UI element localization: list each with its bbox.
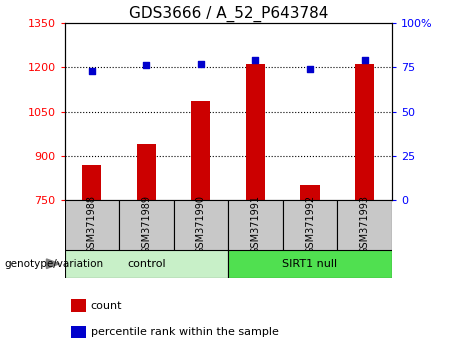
Bar <box>283 200 337 250</box>
Bar <box>191 101 211 200</box>
Text: GSM371992: GSM371992 <box>305 195 315 255</box>
Text: genotype/variation: genotype/variation <box>5 259 104 269</box>
Bar <box>174 200 228 250</box>
Text: control: control <box>127 259 165 269</box>
Bar <box>228 250 392 278</box>
Bar <box>119 200 174 250</box>
Point <box>361 57 368 63</box>
Point <box>197 61 205 67</box>
Text: SIRT1 null: SIRT1 null <box>283 259 337 269</box>
Bar <box>246 64 265 200</box>
Point <box>88 68 95 74</box>
Text: GSM371993: GSM371993 <box>360 195 370 254</box>
Bar <box>137 144 156 200</box>
Bar <box>228 200 283 250</box>
Bar <box>355 64 374 200</box>
Text: count: count <box>91 301 122 310</box>
Bar <box>65 200 119 250</box>
Point <box>142 63 150 68</box>
Bar <box>301 185 319 200</box>
Text: percentile rank within the sample: percentile rank within the sample <box>91 327 278 337</box>
Bar <box>71 299 86 312</box>
Polygon shape <box>47 259 59 268</box>
Text: GSM371988: GSM371988 <box>87 195 97 254</box>
Bar <box>65 250 228 278</box>
Point <box>252 57 259 63</box>
Bar <box>82 165 101 200</box>
Text: GSM371989: GSM371989 <box>142 195 151 254</box>
Point <box>306 66 313 72</box>
Bar <box>337 200 392 250</box>
Bar <box>71 326 86 338</box>
Text: GSM371991: GSM371991 <box>250 195 260 254</box>
Text: GSM371990: GSM371990 <box>196 195 206 254</box>
Title: GDS3666 / A_52_P643784: GDS3666 / A_52_P643784 <box>129 5 328 22</box>
